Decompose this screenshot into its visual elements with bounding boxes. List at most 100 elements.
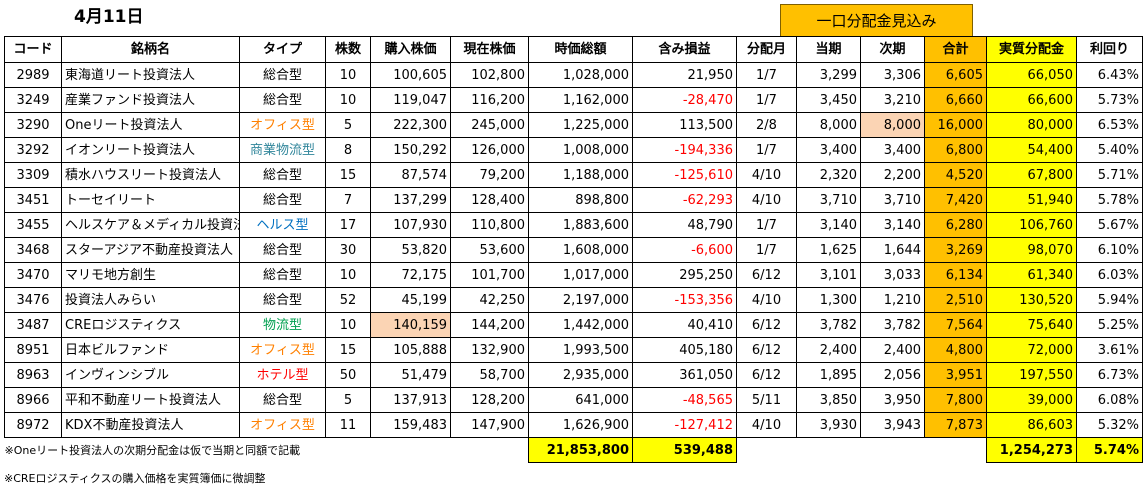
cell-shares: 52 [325,287,371,313]
cell-real-dist: 51,940 [986,187,1077,213]
cell-unrealized-pl: -194,336 [632,137,737,163]
cell-market-value: 1,225,000 [528,112,633,138]
cell-unrealized-pl: -127,412 [632,412,737,438]
cell-market-value: 1,188,000 [528,162,633,188]
cell-total: 4,520 [924,162,987,188]
cell-current-price: 102,800 [450,62,529,88]
table-row: 3309 積水ハウスリート投資法人 総合型 15 87,574 79,200 1,188,0… [4,162,1143,188]
cell-next-term: 3,210 [860,87,925,113]
cell-shares: 30 [325,237,371,263]
cell-buy-price: 137,299 [370,187,451,213]
cell-yield: 5.25% [1076,312,1143,338]
cell-yield: 5.71% [1076,162,1143,188]
cell-type: 総合型 [239,237,326,263]
cell-yield: 3.61% [1076,337,1143,363]
table-row: 8966 平和不動産リート投資法人 総合型 5 137,913 128,200 641,00… [4,387,1143,413]
cell-real-dist: 98,070 [986,237,1077,263]
cell-code: 3455 [4,212,62,238]
cell-buy-price: 119,047 [370,87,451,113]
cell-buy-price: 137,913 [370,387,451,413]
cell-current-term: 1,625 [796,237,861,263]
cell-total: 6,660 [924,87,987,113]
table-row: 3455ヘルスケア＆メディカル投資法人ヘルス型17107,930110,8001… [4,212,1143,238]
cell-market-value: 898,800 [528,187,633,213]
cell-current-term: 2,320 [796,162,861,188]
cell-buy-price: 105,888 [370,337,451,363]
cell-real-dist: 54,400 [986,137,1077,163]
cell-code: 3290 [4,112,62,138]
cell-dist-month: 2/8 [736,112,797,138]
cell-name: マリモ地方創生 [61,262,240,288]
cell-real-dist: 130,520 [986,287,1077,313]
cell-market-value: 2,197,000 [528,287,633,313]
cell-yield: 5.32% [1076,412,1143,438]
cell-code: 8966 [4,387,62,413]
total-real-dist: 1,254,273 [986,437,1077,463]
reit-portfolio-table: コード 銘柄名 タイプ 株数 購入株価 現在株価 時価総額 含み損益 分配月 当… [4,36,1143,463]
cell-dist-month: 1/7 [736,212,797,238]
col-header-buy-price: 購入株価 [370,36,451,63]
cell-total: 6,134 [924,262,987,288]
cell-unrealized-pl: 295,250 [632,262,737,288]
cell-current-price: 128,400 [450,187,529,213]
cell-code: 3470 [4,262,62,288]
cell-real-dist: 80,000 [986,112,1077,138]
cell-yield: 5.40% [1076,137,1143,163]
cell-real-dist: 66,600 [986,87,1077,113]
cell-yield: 6.53% [1076,112,1143,138]
cell-total: 7,564 [924,312,987,338]
col-header-dist-month: 分配月 [736,36,797,63]
cell-unrealized-pl: 21,950 [632,62,737,88]
cell-name: トーセイリート [61,187,240,213]
cell-code: 3487 [4,312,62,338]
cell-next-term: 1,210 [860,287,925,313]
table-row: 3290 Oneリート投資法人 オフィス型 5 222,300 245,000 1,225,… [4,112,1143,138]
cell-buy-price: 72,175 [370,262,451,288]
cell-shares: 50 [325,362,371,388]
table-row: 3487 CREロジスティクス 物流型 10 140,159 144,200 1,442,0… [4,312,1143,338]
cell-dist-month: 4/10 [736,412,797,438]
cell-current-price: 245,000 [450,112,529,138]
cell-dist-month: 6/12 [736,262,797,288]
cell-name: KDX不動産投資法人 [61,412,240,438]
cell-type: 総合型 [239,187,326,213]
cell-dist-month: 4/10 [736,287,797,313]
cell-market-value: 1,162,000 [528,87,633,113]
cell-yield: 5.67% [1076,212,1143,238]
cell-total: 3,951 [924,362,987,388]
col-header-shares: 株数 [325,36,371,63]
cell-market-value: 1,626,900 [528,412,633,438]
cell-code: 3292 [4,137,62,163]
cell-unrealized-pl: 48,790 [632,212,737,238]
cell-yield: 5.94% [1076,287,1143,313]
col-header-unrealized-pl: 含み損益 [632,36,737,63]
header-row: コード 銘柄名 タイプ 株数 購入株価 現在株価 時価総額 含み損益 分配月 当… [4,36,1143,63]
cell-next-term: 2,400 [860,337,925,363]
cell-buy-price: 107,930 [370,212,451,238]
cell-next-term: 3,710 [860,187,925,213]
note-one-reit: ※Oneリート投資法人の次期分配金は仮で当期と同額で記載 [4,443,301,457]
cell-total: 3,269 [924,237,987,263]
cell-current-term: 3,101 [796,262,861,288]
cell-code: 8963 [4,362,62,388]
cell-shares: 5 [325,112,371,138]
cell-shares: 15 [325,162,371,188]
col-header-market-value: 時価総額 [528,36,633,63]
cell-unrealized-pl: -125,610 [632,162,737,188]
cell-shares: 5 [325,387,371,413]
col-header-next-term: 次期 [860,36,925,63]
cell-name: 産業ファンド投資法人 [61,87,240,113]
cell-real-dist: 75,640 [986,312,1077,338]
cell-name: イオンリート投資法人 [61,137,240,163]
table-row: 3468 スターアジア不動産投資法人 総合型 30 53,820 53,600 1,608,… [4,237,1143,263]
cell-type: オフィス型 [239,337,326,363]
cell-dist-month: 6/12 [736,362,797,388]
cell-yield: 6.73% [1076,362,1143,388]
table-row: 3451 トーセイリート 総合型 7 137,299 128,400 898,800 -62,… [4,187,1143,213]
cell-real-dist: 86,603 [986,412,1077,438]
cell-current-price: 53,600 [450,237,529,263]
cell-dist-month: 5/11 [736,387,797,413]
cell-current-price: 144,200 [450,312,529,338]
cell-name: ヘルスケア＆メディカル投資法人 [61,212,240,238]
cell-total: 7,800 [924,387,987,413]
